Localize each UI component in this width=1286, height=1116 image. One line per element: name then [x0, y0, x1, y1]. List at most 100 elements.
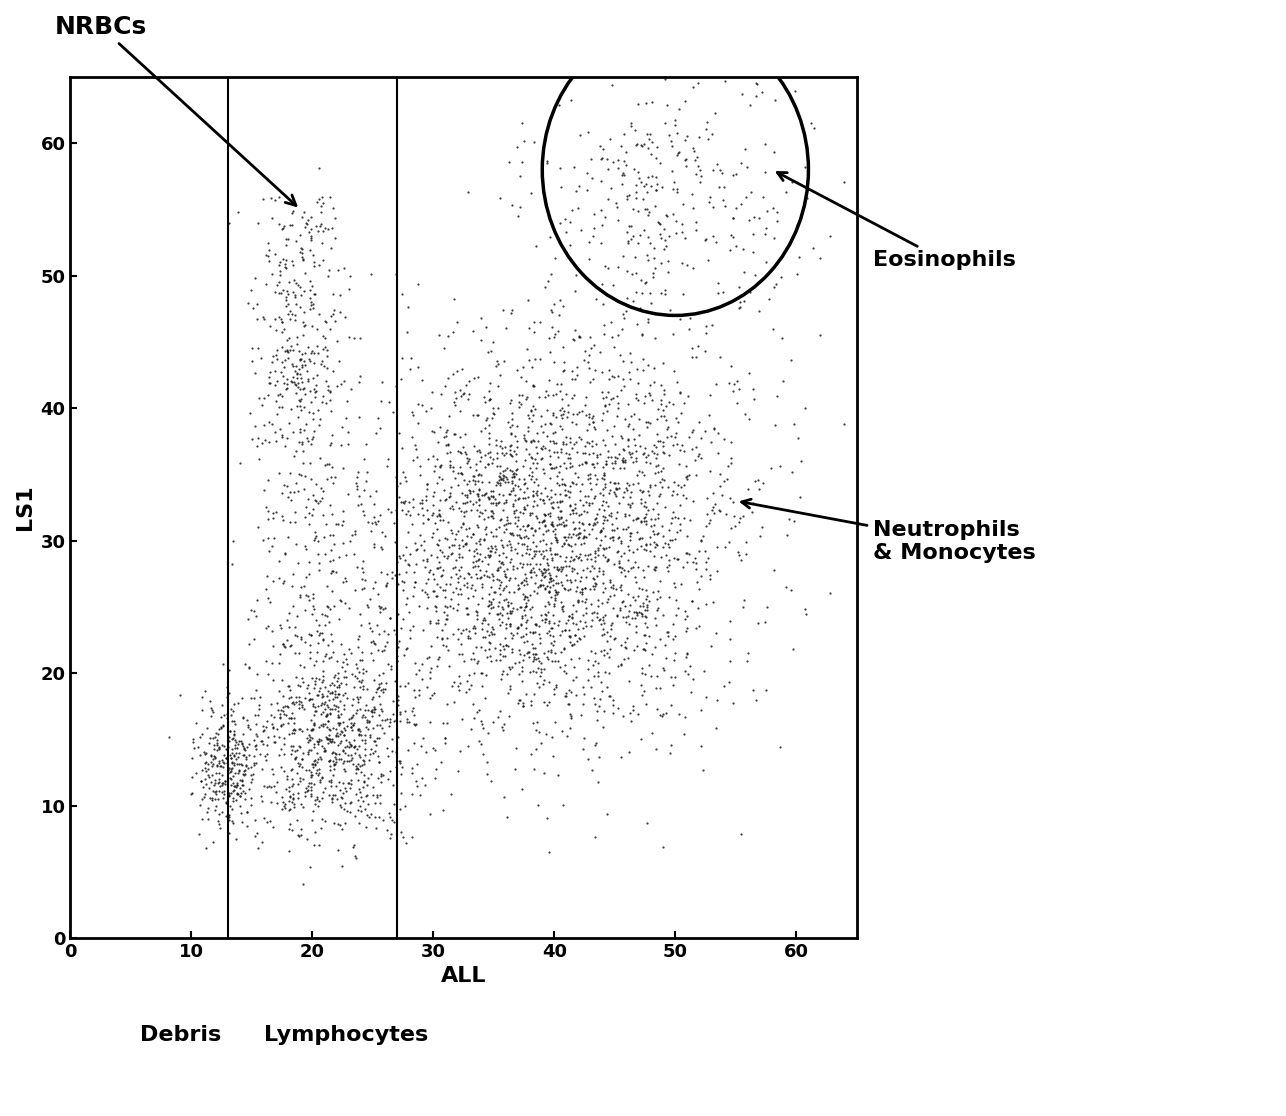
Point [183, 730, 203, 748]
Point [466, 551, 486, 569]
Point [262, 654, 283, 672]
Point [617, 262, 638, 280]
Point [725, 238, 746, 256]
Point [449, 667, 469, 685]
Point [247, 665, 267, 683]
Point [558, 622, 579, 639]
Point [541, 499, 562, 517]
Point [502, 462, 522, 480]
Point [490, 635, 511, 653]
Point [588, 539, 608, 557]
Point [602, 691, 622, 709]
Point [493, 556, 513, 574]
Point [527, 487, 548, 504]
Point [235, 761, 256, 779]
Point [471, 568, 491, 586]
Point [468, 508, 489, 526]
Point [278, 528, 298, 546]
Point [323, 285, 343, 302]
Point [526, 615, 547, 633]
Point [417, 481, 437, 499]
Point [491, 444, 512, 462]
Point [640, 478, 661, 496]
Point [258, 541, 279, 559]
Point [646, 464, 666, 482]
Point [361, 690, 382, 708]
Point [480, 542, 500, 560]
Point [296, 568, 316, 586]
Point [576, 387, 597, 405]
Point [597, 644, 617, 662]
Point [363, 779, 383, 797]
Point [512, 154, 532, 172]
Point [559, 720, 580, 738]
Point [239, 658, 260, 676]
Point [539, 441, 559, 459]
Point [190, 728, 211, 745]
Point [426, 598, 446, 616]
Point [261, 793, 282, 811]
Point [651, 462, 671, 480]
Point [208, 753, 229, 771]
Point [473, 719, 494, 737]
Point [208, 721, 229, 739]
Point [287, 365, 307, 383]
Point [309, 616, 329, 634]
Point [341, 737, 361, 754]
Point [430, 458, 450, 475]
Point [523, 581, 544, 599]
Point [496, 444, 517, 462]
Point [550, 406, 571, 424]
Point [211, 718, 231, 735]
Point [568, 177, 589, 195]
Point [347, 690, 368, 708]
Point [292, 244, 312, 262]
Point [358, 720, 378, 738]
Point [404, 734, 424, 752]
Point [556, 385, 576, 403]
Point [487, 458, 508, 475]
Point [280, 310, 301, 328]
Point [593, 465, 613, 483]
Point [495, 590, 516, 608]
Point [649, 432, 670, 450]
Point [323, 720, 343, 738]
Point [702, 316, 723, 334]
Point [349, 760, 369, 778]
Point [343, 738, 364, 756]
Point [310, 771, 331, 789]
Point [435, 729, 455, 747]
Point [233, 724, 253, 742]
Point [170, 685, 190, 703]
Point [720, 519, 741, 537]
Point [242, 352, 262, 369]
Point [502, 472, 522, 490]
Point [532, 549, 553, 567]
Point [445, 424, 466, 442]
Point [635, 607, 656, 625]
Point [437, 435, 458, 453]
Point [397, 741, 418, 759]
Point [517, 479, 538, 497]
Point [408, 358, 428, 376]
Point [448, 620, 468, 638]
Point [637, 247, 657, 264]
Point [329, 744, 350, 762]
Point [459, 492, 480, 510]
Point [323, 550, 343, 568]
Point [638, 228, 658, 246]
Point [561, 433, 581, 451]
Point [463, 558, 484, 576]
Point [454, 494, 475, 512]
Point [649, 631, 670, 648]
Point [613, 593, 634, 610]
Point [358, 513, 378, 531]
Point [613, 247, 634, 264]
Point [442, 559, 463, 577]
Point [637, 498, 657, 516]
Point [476, 318, 496, 336]
Point [274, 543, 294, 561]
Point [656, 650, 676, 667]
Point [212, 767, 233, 785]
Point [487, 560, 508, 578]
